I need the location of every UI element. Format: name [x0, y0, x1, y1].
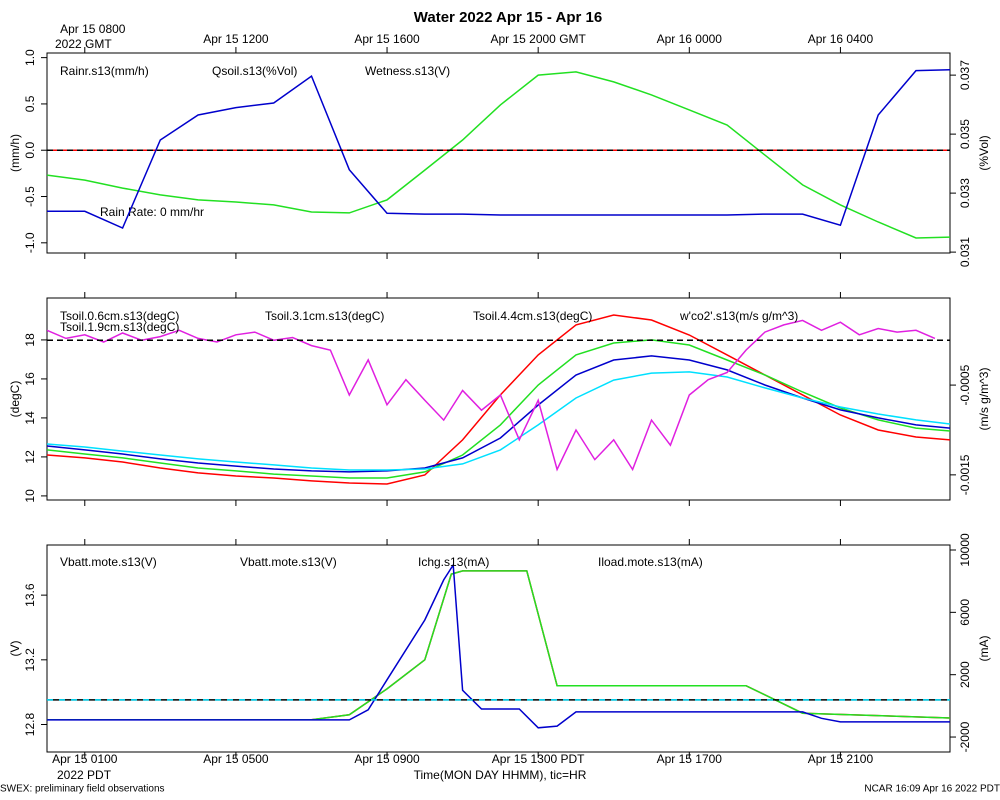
y-tick-label: 12: [23, 450, 37, 464]
y2-tick-label: 0.035: [958, 119, 972, 149]
legend-label: w'co2'.s13(m/s g/m^3): [679, 309, 798, 323]
y-tick-label: 0.0: [23, 142, 37, 159]
series-line: [47, 562, 950, 729]
plot-frame: [46, 544, 951, 753]
plot-area: [47, 314, 950, 485]
x2-tick-label: Apr 15 1600: [354, 32, 420, 46]
x2-tick-label: Apr 16 0400: [808, 32, 874, 46]
series-line: [47, 71, 950, 239]
y2-tick-label: 2000: [958, 661, 972, 688]
y2-tick-label: 6000: [958, 599, 972, 626]
y2-tick-label: 0.033: [958, 178, 972, 208]
y2-tick-label: 10000: [958, 533, 972, 567]
y-tick-label: 13.6: [23, 583, 37, 607]
series-line: [47, 570, 950, 721]
y2-tick-label: -0.0015: [958, 454, 972, 495]
y-tick-label: 16: [23, 372, 37, 386]
x-tick-label: Apr 15 0500: [203, 752, 269, 766]
y-tick-label: 14: [23, 411, 37, 425]
x2-tick-label: Apr 16 0000: [657, 32, 723, 46]
y2-axis-title: (%Vol): [977, 135, 991, 170]
legend-label: Vbatt.mote.s13(V): [60, 555, 157, 569]
footer-left: SWEX: preliminary field observations: [0, 784, 165, 795]
x-tick-label: Apr 15 1300 PDT: [492, 752, 585, 766]
x2-tick-label: Apr 15 0800: [60, 22, 126, 36]
legend-label: Tsoil.3.1cm.s13(degC): [265, 309, 384, 323]
series-line: [47, 319, 936, 472]
x-tick-label: Apr 15 2100: [808, 752, 874, 766]
x-tick-label: Apr 15 0100: [52, 752, 118, 766]
legend-label: Rainr.s13(mm/h): [60, 64, 149, 78]
footer-right: NCAR 16:09 Apr 16 2022 PDT: [864, 784, 1000, 795]
y-tick-label: 18: [23, 333, 37, 347]
plot-area: [47, 562, 950, 729]
y-tick-label: 1.0: [23, 49, 37, 66]
legend-label: Tsoil.0.6cm.s13(degC): [60, 309, 179, 323]
legend-label: Wetness.s13(V): [365, 64, 450, 78]
y2-tick-label: 0.037: [958, 60, 972, 90]
legend-label: Tsoil.1.9cm.s13(degC): [60, 320, 179, 334]
series-line: [47, 371, 950, 471]
y-tick-label: -0.5: [23, 186, 37, 207]
y-axis-title: (mm/h): [8, 134, 22, 172]
x-tick-label: Apr 15 0900: [354, 752, 420, 766]
chart-title: Water 2022 Apr 15 - Apr 16: [414, 9, 602, 26]
x2-tick-label: Apr 15 2000 GMT: [490, 32, 586, 46]
x-tick-label: Apr 15 1700: [657, 752, 723, 766]
y-tick-label: 0.5: [23, 95, 37, 112]
series-line: [47, 570, 950, 721]
y-axis-title: (V): [8, 641, 22, 657]
series-line: [47, 68, 950, 229]
y-tick-label: 12.8: [23, 713, 37, 737]
legend-label: Iload.mote.s13(mA): [598, 555, 703, 569]
y2-axis-title: (mA): [977, 636, 991, 662]
y-tick-label: 10: [23, 489, 37, 503]
x-year-top: 2022 GMT: [55, 37, 112, 51]
plot-area: [47, 68, 950, 239]
legend-label: Tsoil.4.4cm.s13(degC): [473, 309, 592, 323]
x-axis-title: Time(MON DAY HHMM), tic=HR: [414, 768, 587, 782]
legend-label: Vbatt.mote.s13(V): [240, 555, 337, 569]
legend-label: Ichg.s13(mA): [418, 555, 489, 569]
annotation: Rain Rate: 0 mm/hr: [100, 205, 204, 219]
y2-tick-label: -0.0005: [958, 364, 972, 405]
series-line: [47, 355, 950, 473]
y2-tick-label: -2000: [958, 721, 972, 752]
x-year-bottom: 2022 PDT: [57, 768, 112, 782]
y-tick-label: 13.2: [23, 648, 37, 672]
series-line: [47, 339, 950, 479]
legend-label: Qsoil.s13(%Vol): [212, 64, 297, 78]
y-axis-title: (degC): [8, 381, 22, 418]
plot-frame: [46, 297, 951, 501]
y2-axis-title: (m/s g/m^3): [977, 368, 991, 431]
y2-tick-label: 0.031: [958, 237, 972, 267]
x2-tick-label: Apr 15 1200: [203, 32, 269, 46]
plot-frame: [46, 52, 951, 254]
y-tick-label: -1.0: [23, 232, 37, 253]
